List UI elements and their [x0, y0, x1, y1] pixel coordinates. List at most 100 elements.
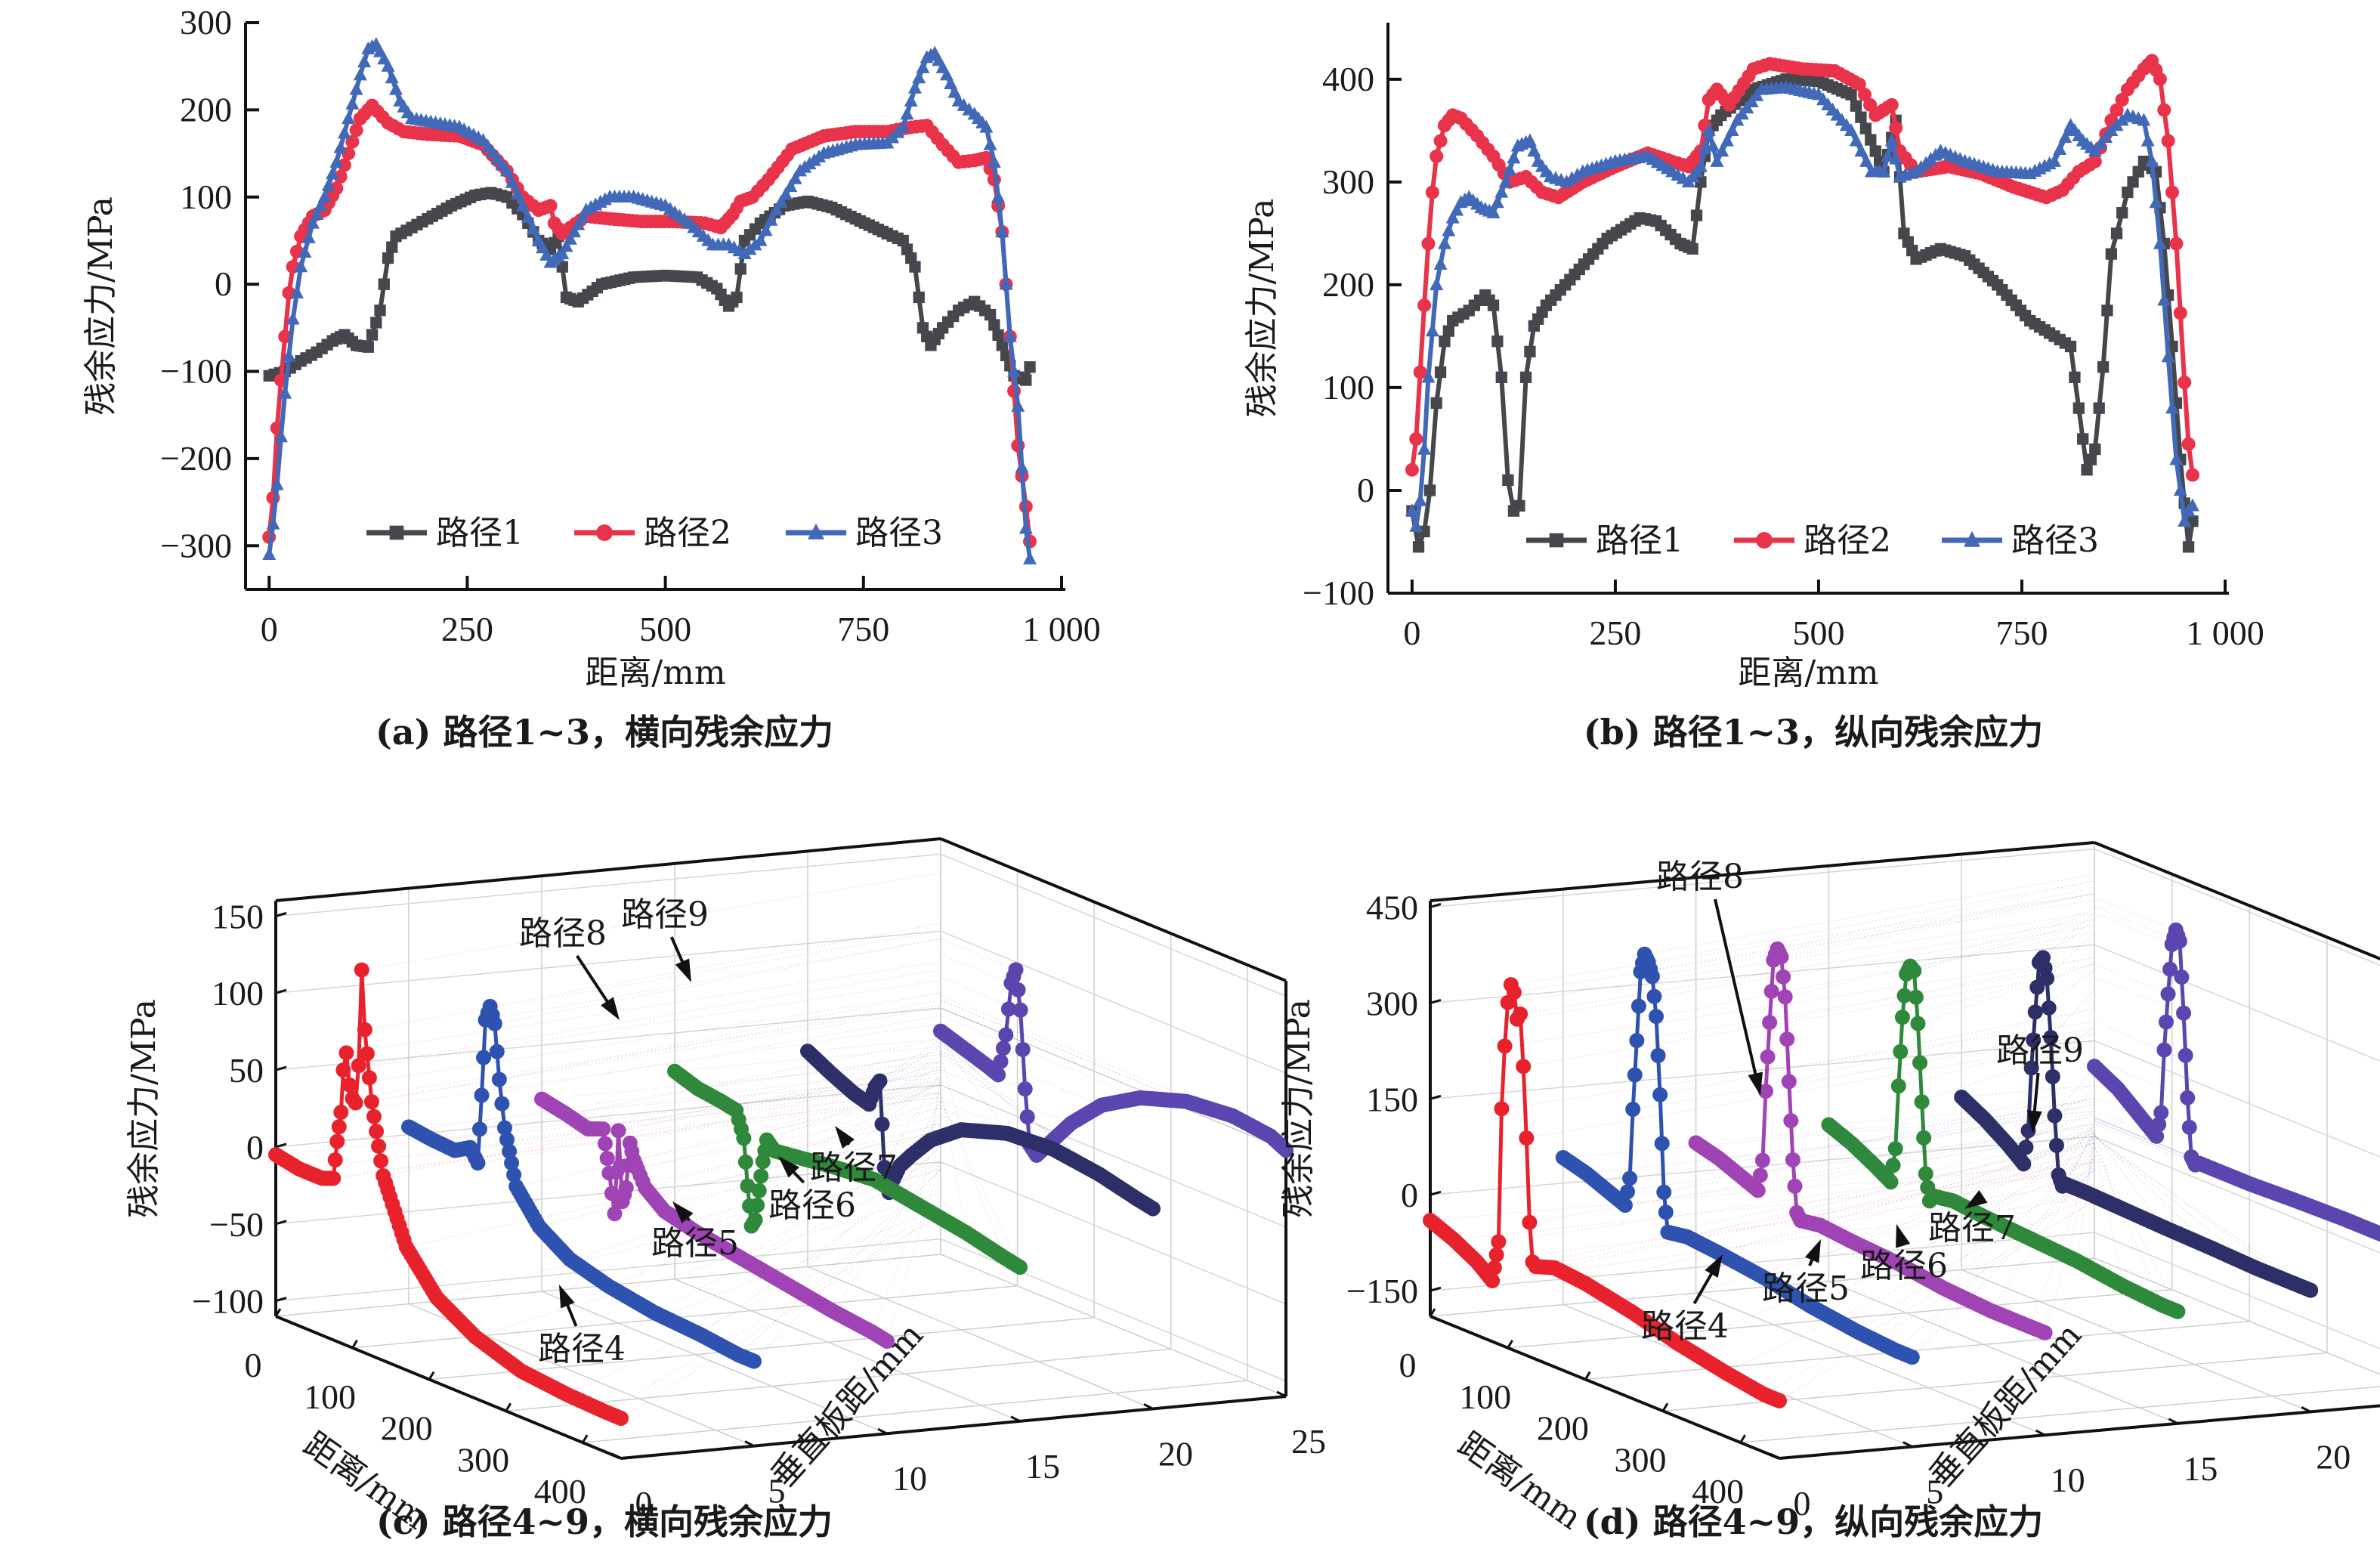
arrow-shaft	[2032, 1072, 2040, 1119]
grid-line	[275, 1161, 1287, 1305]
data-point	[2116, 207, 2128, 219]
z-tick	[877, 1427, 888, 1435]
data-point	[904, 93, 918, 107]
data-point	[1658, 1204, 1674, 1220]
data-point	[944, 76, 958, 89]
data-point	[1012, 1260, 1028, 1275]
data-point	[2160, 986, 2176, 1002]
grid-line	[1585, 1320, 2250, 1381]
projection-line	[910, 1100, 941, 1156]
data-point	[2178, 513, 2192, 527]
projection-line	[1453, 1171, 2095, 1240]
projection-line	[2094, 1021, 2165, 1050]
z-tick-label: 20	[2316, 1437, 2351, 1476]
data-point	[2153, 1105, 2169, 1121]
projection-line	[1655, 931, 2095, 1017]
data-point	[502, 1143, 518, 1159]
y-tick-label: −200	[160, 439, 232, 478]
projection-line	[1516, 925, 2095, 1020]
data-point	[2157, 292, 2171, 306]
x-tick	[1661, 1402, 1669, 1412]
data-point	[1779, 1031, 1795, 1047]
z-tick	[2035, 1429, 2046, 1436]
annotation: 路径4	[538, 1285, 626, 1368]
data-point	[1522, 133, 1537, 147]
arrow-head	[1896, 1224, 1911, 1248]
projection-line	[1777, 880, 2095, 950]
projection-line	[2028, 1091, 2095, 1131]
projection-line	[1875, 1123, 2095, 1167]
data-point	[1763, 983, 1779, 999]
data-point	[1773, 949, 1789, 965]
data-point	[1752, 1167, 1768, 1183]
data-point	[1896, 988, 1912, 1003]
projection-line	[1724, 1193, 2095, 1373]
data-point	[1516, 1059, 1532, 1074]
arrow-head	[1964, 1190, 1988, 1209]
series-路径3	[1405, 79, 2199, 532]
annotation: 路径9	[1996, 1031, 2084, 1133]
projection-line	[637, 1092, 941, 1170]
data-point	[2045, 1068, 2060, 1084]
projection-line	[2094, 1059, 2188, 1099]
projection-line	[1513, 899, 2095, 993]
data-point	[369, 1124, 385, 1139]
projection-line	[1757, 1130, 2095, 1191]
projection-line	[607, 1154, 941, 1287]
projection-line	[940, 1050, 999, 1075]
projection-line	[940, 1007, 1006, 1036]
data-point	[349, 82, 363, 95]
data-point	[470, 1155, 486, 1171]
data-point	[329, 1133, 345, 1149]
grid-line	[429, 1316, 1095, 1381]
data-point	[984, 308, 997, 321]
data-point	[1964, 530, 1980, 547]
projection-line	[2094, 1133, 2164, 1228]
data-point	[494, 1096, 510, 1112]
data-point	[1776, 969, 1791, 985]
y-tick-label: 300	[180, 3, 232, 42]
projection-line	[940, 1038, 1102, 1106]
data-point	[1720, 133, 1734, 147]
data-point	[1494, 184, 1509, 198]
grid-line	[505, 1348, 1171, 1412]
annotation: 路径8	[1656, 858, 1763, 1096]
projection-line	[499, 992, 941, 1081]
data-point	[1442, 223, 1456, 237]
data-point	[2047, 1108, 2063, 1124]
data-point	[2170, 1303, 2186, 1319]
z-tick-label: 20	[1158, 1434, 1193, 1473]
projection-line	[1857, 1164, 2095, 1333]
data-point	[2064, 340, 2077, 353]
data-point	[386, 241, 398, 253]
data-point	[2173, 483, 2187, 496]
y-tick-label: 0	[215, 264, 232, 303]
y-tick-label: 300	[1322, 162, 1374, 201]
arrow-head	[835, 1126, 855, 1149]
data-point	[1772, 1393, 1787, 1408]
data-point	[2132, 165, 2144, 178]
arrow-head	[675, 958, 691, 982]
data-point	[913, 291, 925, 304]
x-tick-label: 300	[457, 1440, 509, 1479]
z-tick-label: 15	[1025, 1447, 1060, 1486]
projection-line	[504, 1038, 941, 1129]
data-point	[2169, 452, 2184, 465]
data-point	[1497, 1038, 1513, 1054]
arrow-head	[1705, 1254, 1723, 1278]
z-tick-label: 10	[2051, 1461, 2085, 1499]
data-point	[1849, 133, 1863, 147]
legend-item: 路径1	[366, 514, 524, 552]
data-point	[317, 189, 332, 203]
annotation-label: 路径4	[538, 1330, 626, 1368]
projection-line	[383, 1069, 941, 1177]
data-point	[2185, 498, 2199, 512]
data-point	[595, 1121, 611, 1137]
annotation-label: 路径7	[810, 1149, 898, 1187]
annotation-label: 路径4	[1641, 1307, 1729, 1346]
y-tick-label: 0	[246, 1128, 264, 1167]
data-point	[543, 199, 558, 213]
projection-line	[797, 1081, 941, 1158]
data-point	[1844, 122, 1858, 137]
